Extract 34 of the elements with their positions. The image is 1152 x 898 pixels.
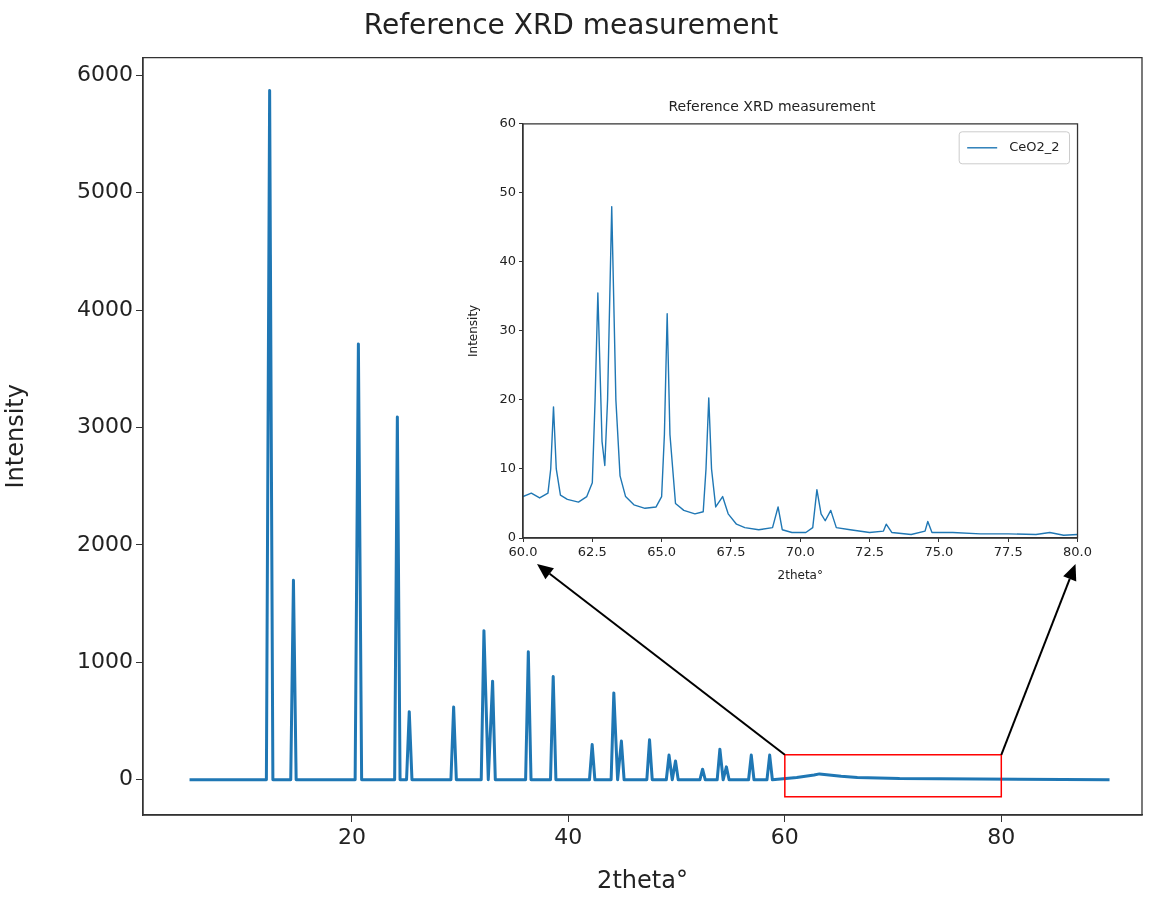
x-axis-title: 2theta° (597, 865, 688, 894)
x-tick-label: 65.0 (647, 544, 677, 560)
x-tick-label: 67.5 (716, 544, 746, 560)
y-tick-label: 40 (499, 253, 516, 269)
x-axis-title: 2theta° (777, 567, 823, 582)
x-tick-label: 62.5 (577, 544, 607, 560)
x-tick-label: 72.5 (855, 544, 885, 560)
y-tick-label: 50 (499, 184, 516, 200)
y-tick-label: 4000 (77, 295, 133, 321)
y-tick-label: 5000 (77, 178, 133, 204)
x-tick-label: 40 (554, 823, 583, 849)
x-tick-label: 60.0 (508, 544, 538, 560)
y-tick-label: 10 (499, 460, 516, 476)
y-tick-label: 1000 (77, 648, 133, 674)
y-tick-label: 30 (499, 322, 516, 338)
y-axis-title: Intensity (0, 384, 29, 489)
y-axis-title: Intensity (466, 304, 481, 358)
x-tick-label: 70.0 (785, 544, 815, 560)
y-tick-label: 60 (499, 115, 516, 131)
chart-title: Reference XRD measurement (668, 98, 877, 115)
y-tick-label: 2000 (77, 530, 133, 556)
legend-label: CeO2_2 (1009, 139, 1060, 155)
x-tick-label: 20 (337, 823, 366, 849)
chart-title: Reference XRD measurement (363, 8, 779, 42)
x-tick-label: 60 (770, 823, 799, 849)
x-tick-label: 75.0 (924, 544, 954, 560)
x-tick-label: 77.5 (993, 544, 1023, 560)
x-tick-label: 80.0 (1063, 544, 1092, 560)
y-tick-label: 20 (499, 391, 516, 407)
y-tick-label: 3000 (77, 413, 133, 439)
y-tick-label: 0 (119, 765, 133, 791)
x-tick-label: 80 (987, 823, 1016, 849)
y-tick-label: 6000 (77, 60, 133, 86)
y-tick-label: 0 (507, 529, 516, 545)
